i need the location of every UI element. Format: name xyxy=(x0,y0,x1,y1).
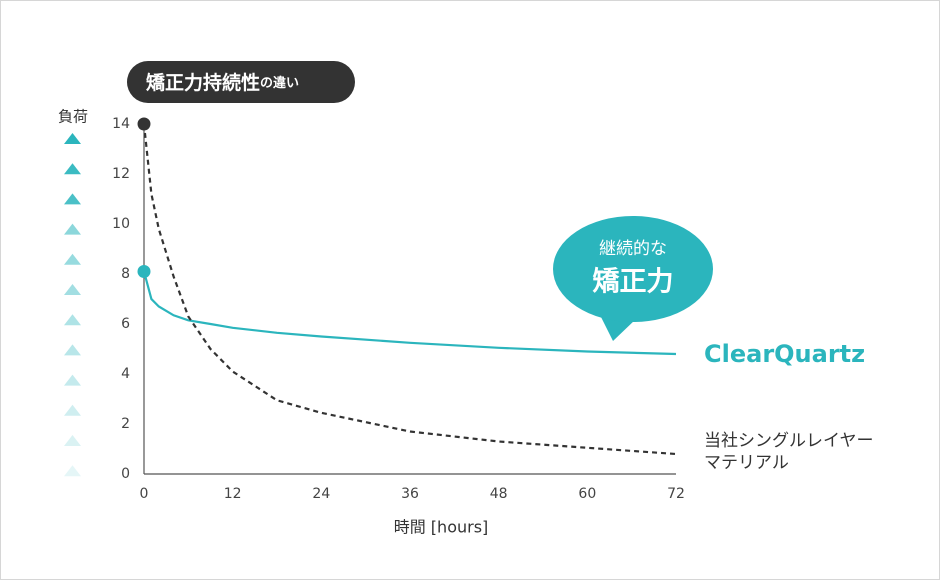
callout-text: 矯正力 xyxy=(593,267,674,298)
load-indicator xyxy=(64,133,81,477)
load-triangle xyxy=(64,344,81,356)
y-tick-label: 0 xyxy=(121,466,130,482)
x-tick-label: 72 xyxy=(667,486,685,502)
start-point xyxy=(137,265,151,278)
x-tick-label: 48 xyxy=(490,486,508,502)
load-triangle xyxy=(64,404,81,416)
load-triangle xyxy=(64,163,81,175)
y-tick-label: 4 xyxy=(121,366,130,382)
title-badge xyxy=(127,61,355,103)
load-triangle xyxy=(64,435,81,446)
legend-entry: 当社シングルレイヤーマテリアル xyxy=(704,431,874,473)
y-tick-label: 10 xyxy=(112,216,130,232)
callout xyxy=(553,216,713,322)
series-line xyxy=(142,271,677,356)
x-axis-label: 時間 [hours] xyxy=(394,518,489,537)
x-tick-label: 60 xyxy=(578,486,596,502)
load-triangle xyxy=(64,374,81,386)
y-tick-label: 12 xyxy=(112,166,130,182)
legend-entry: ClearQuartz xyxy=(704,340,866,368)
y-axis-label: 負荷 xyxy=(58,108,88,126)
y-tick-label: 2 xyxy=(121,416,130,432)
load-triangle xyxy=(64,253,81,265)
start-point xyxy=(137,117,151,131)
x-tick-label: 0 xyxy=(140,486,149,502)
load-triangle xyxy=(64,223,81,235)
x-tick-label: 36 xyxy=(401,486,419,502)
load-triangle xyxy=(64,314,81,326)
callout-text: 継続的な xyxy=(599,239,667,259)
y-tick-label: 14 xyxy=(112,116,130,132)
y-tick-label: 8 xyxy=(121,266,130,282)
load-triangle xyxy=(64,133,81,144)
x-tick-label: 24 xyxy=(312,486,330,502)
load-triangle xyxy=(64,465,81,477)
chart-title: 矯正力持続性の違い xyxy=(146,71,299,94)
load-triangle xyxy=(64,193,81,205)
load-triangle xyxy=(64,284,81,295)
x-tick-label: 12 xyxy=(224,486,242,502)
y-tick-label: 6 xyxy=(121,316,130,332)
